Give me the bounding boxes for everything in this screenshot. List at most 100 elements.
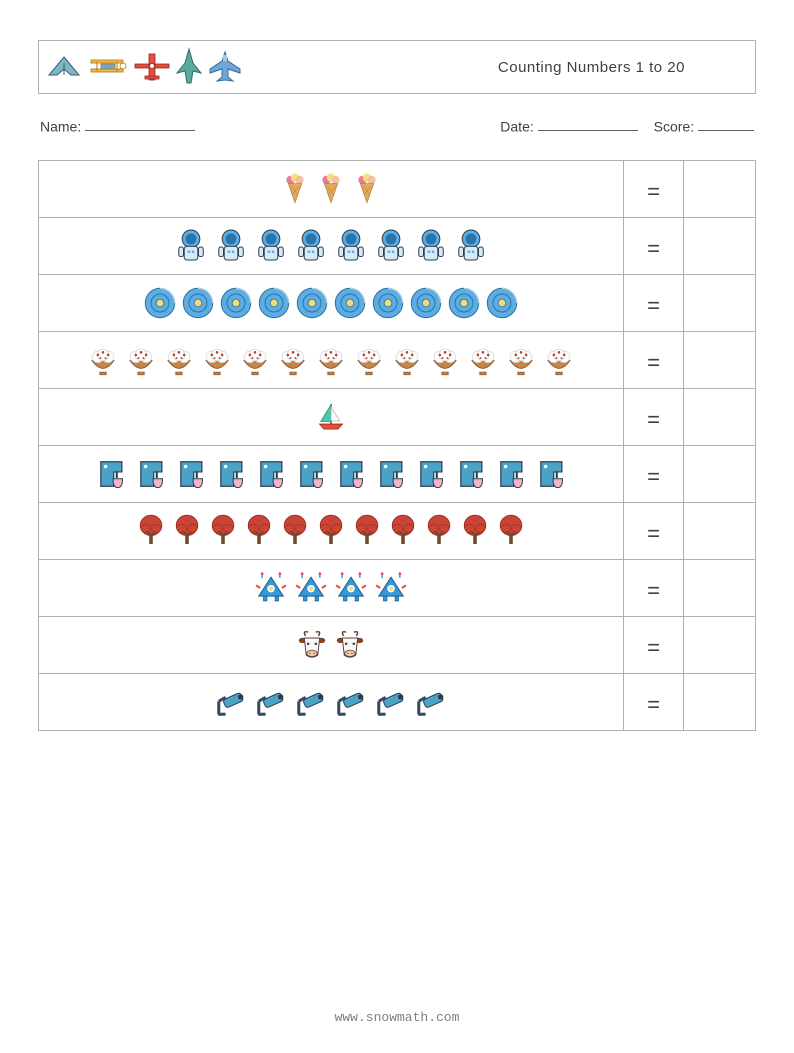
answer-cell[interactable]: [683, 218, 755, 274]
answer-cell[interactable]: [683, 389, 755, 445]
date-label: Date:: [500, 118, 533, 134]
cd-disc-icon: [220, 287, 252, 319]
cd-disc-icon: [486, 287, 518, 319]
items-cell: [39, 674, 623, 730]
stand-mixer-icon: [494, 457, 528, 491]
cd-disc-icon: [258, 287, 290, 319]
header-decorative-icons: [45, 47, 243, 87]
items-cell: [39, 275, 623, 331]
worksheet-header: Counting Numbers 1 to 20: [38, 40, 756, 94]
answer-cell[interactable]: [683, 446, 755, 502]
autumn-tree-icon: [496, 514, 526, 548]
autumn-tree-icon: [424, 514, 454, 548]
table-row: =: [39, 674, 755, 731]
date-field[interactable]: Date:: [500, 118, 637, 134]
name-field[interactable]: Name:: [40, 118, 500, 134]
answer-cell[interactable]: [683, 275, 755, 331]
cow-head-icon: [296, 629, 328, 661]
astronaut-icon: [414, 228, 448, 264]
ice-cream-cone-icon: [316, 171, 346, 207]
security-camera-icon: [254, 685, 288, 719]
cd-disc-icon: [144, 287, 176, 319]
table-row: =: [39, 617, 755, 674]
astronaut-icon: [214, 228, 248, 264]
answer-cell[interactable]: [683, 332, 755, 388]
name-blank[interactable]: [85, 118, 195, 131]
date-blank[interactable]: [538, 118, 638, 131]
items-cell: [39, 332, 623, 388]
score-blank[interactable]: [698, 118, 754, 131]
answer-cell[interactable]: [683, 161, 755, 217]
equals-cell: =: [623, 617, 683, 673]
fighter-jet-icon: [175, 47, 203, 87]
equals-cell: =: [623, 560, 683, 616]
answer-cell[interactable]: [683, 560, 755, 616]
stand-mixer-icon: [254, 457, 288, 491]
autumn-tree-icon: [208, 514, 238, 548]
autumn-tree-icon: [280, 514, 310, 548]
security-camera-icon: [294, 685, 328, 719]
equals-cell: =: [623, 161, 683, 217]
table-row: =: [39, 275, 755, 332]
sundae-bowl-icon: [467, 344, 499, 376]
autumn-tree-icon: [316, 514, 346, 548]
answer-cell[interactable]: [683, 503, 755, 559]
stand-mixer-icon: [374, 457, 408, 491]
table-row: =: [39, 389, 755, 446]
table-row: =: [39, 332, 755, 389]
astronaut-icon: [294, 228, 328, 264]
items-cell: [39, 389, 623, 445]
items-cell: [39, 617, 623, 673]
table-row: =: [39, 161, 755, 218]
stand-mixer-icon: [534, 457, 568, 491]
items-cell: [39, 503, 623, 559]
worksheet-title: Counting Numbers 1 to 20: [498, 59, 745, 76]
cd-disc-icon: [372, 287, 404, 319]
autumn-tree-icon: [352, 514, 382, 548]
security-camera-icon: [334, 685, 368, 719]
propeller-plane-icon: [133, 50, 171, 84]
answer-cell[interactable]: [683, 674, 755, 730]
items-cell: [39, 560, 623, 616]
triangle-robot-icon: [254, 571, 288, 605]
table-row: =: [39, 218, 755, 275]
cd-disc-icon: [296, 287, 328, 319]
sailboat-icon: [315, 401, 347, 433]
triangle-robot-icon: [374, 571, 408, 605]
table-row: =: [39, 446, 755, 503]
cd-disc-icon: [448, 287, 480, 319]
score-label: Score:: [654, 118, 694, 134]
equals-cell: =: [623, 218, 683, 274]
autumn-tree-icon: [244, 514, 274, 548]
student-info-row: Name: Date: Score:: [38, 118, 756, 134]
sundae-bowl-icon: [201, 344, 233, 376]
autumn-tree-icon: [172, 514, 202, 548]
sundae-bowl-icon: [505, 344, 537, 376]
stand-mixer-icon: [334, 457, 368, 491]
stand-mixer-icon: [414, 457, 448, 491]
ice-cream-cone-icon: [280, 171, 310, 207]
airplane-icon: [207, 49, 243, 85]
sundae-bowl-icon: [543, 344, 575, 376]
stand-mixer-icon: [214, 457, 248, 491]
astronaut-icon: [174, 228, 208, 264]
equals-cell: =: [623, 674, 683, 730]
security-camera-icon: [414, 685, 448, 719]
biplane-icon: [87, 54, 129, 80]
equals-cell: =: [623, 275, 683, 331]
score-field[interactable]: Score:: [654, 118, 754, 134]
stand-mixer-icon: [454, 457, 488, 491]
autumn-tree-icon: [460, 514, 490, 548]
cd-disc-icon: [410, 287, 442, 319]
equals-cell: =: [623, 332, 683, 388]
stealth-plane-icon: [45, 53, 83, 81]
security-camera-icon: [374, 685, 408, 719]
astronaut-icon: [334, 228, 368, 264]
items-cell: [39, 161, 623, 217]
sundae-bowl-icon: [429, 344, 461, 376]
table-row: =: [39, 560, 755, 617]
answer-cell[interactable]: [683, 617, 755, 673]
stand-mixer-icon: [94, 457, 128, 491]
astronaut-icon: [454, 228, 488, 264]
astronaut-icon: [254, 228, 288, 264]
